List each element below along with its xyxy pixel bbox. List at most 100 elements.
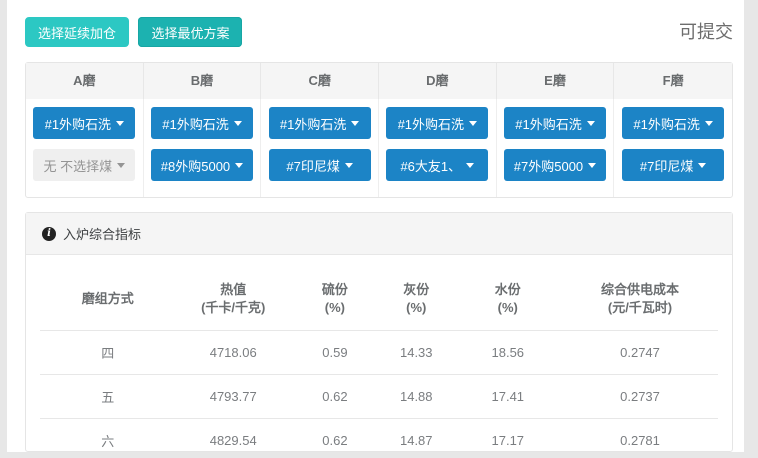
chevron-down-icon [233, 120, 242, 126]
chevron-down-icon [466, 162, 475, 168]
dropdown-label: #8外购5000 [160, 158, 231, 174]
mill-coal-dropdown[interactable]: #8外购5000 [150, 149, 253, 181]
header-main-text: 灰份 [403, 282, 430, 297]
cell-value: 14.88 [399, 389, 433, 405]
mill-column-C磨: #1外购石洗 #7印尼煤 [261, 99, 379, 197]
chevron-down-icon [704, 120, 713, 126]
cell-value: 14.33 [399, 345, 433, 361]
dropdown-label: #1外购石洗 [279, 116, 347, 132]
mill-coal-dropdown[interactable]: #1外购石洗 [150, 107, 253, 139]
mill-coal-dropdown[interactable]: #1外购石洗 [33, 107, 136, 139]
mill-coal-dropdown[interactable]: 无 不选择煤 [33, 149, 136, 181]
table-row: 四 4718.06 0.59 14.33 18.56 0.2747 [40, 330, 718, 375]
header-main-text: 磨组方式 [81, 290, 134, 306]
dropdown-label: #1外购石洗 [44, 116, 112, 132]
chevron-down-icon [117, 162, 126, 168]
chevron-down-icon [351, 120, 360, 126]
table-header-cell: 热值 (千卡/千克) [176, 255, 291, 331]
cell-value: 0.62 [322, 389, 348, 405]
header-main-text: 综合供电成本 [601, 282, 680, 297]
mill-column-E磨: #1外购石洗 #7外购5000 [497, 99, 615, 197]
select-continue-button[interactable]: 选择延续加仓 [25, 17, 130, 47]
mill-column-header-C磨: C磨 [261, 63, 379, 99]
mill-column-header-B磨: B磨 [144, 63, 262, 99]
table-header-cell: 灰份 (%) [379, 255, 454, 331]
submit-status-text: 可提交 [679, 22, 733, 42]
cell-value: 17.17 [491, 433, 525, 449]
table-header-cell: 水份 (%) [454, 255, 562, 331]
cell-value: 0.2781 [620, 433, 660, 449]
indicators-panel-heading: i 入炉综合指标 [26, 213, 732, 255]
header-unit-text: (元/千瓦时) [607, 299, 673, 315]
info-icon: i [42, 226, 56, 241]
cell-value: 0.59 [322, 345, 348, 361]
table-header-row: 磨组方式 热值 (千卡/千克) 硫份 (%) 灰份 (%) 水份 (%) 综合供电成本 (元/千瓦时… [40, 255, 718, 331]
mill-coal-dropdown[interactable]: #7外购5000 [503, 149, 606, 181]
mill-coal-dropdown[interactable]: #1外购石洗 [386, 107, 489, 139]
table-row: 六 4829.54 0.62 14.87 17.17 0.2781 [40, 418, 718, 458]
content-area: 选择延续加仓 选择最优方案 可提交 A磨 B磨 C磨 D磨 E磨 F磨 #1外购石洗无 不… [7, 0, 744, 452]
dropdown-label: #1外购石洗 [515, 116, 582, 132]
mill-column-B磨: #1外购石洗 #8外购5000 [144, 99, 262, 197]
cell-value: 14.87 [399, 433, 433, 449]
header-main-text: 水份 [494, 282, 521, 297]
mill-coal-dropdown[interactable]: #6大友1、 [386, 149, 489, 181]
mill-coal-dropdown[interactable]: #1外购石洗 [268, 107, 371, 139]
select-optimal-button[interactable]: 选择最优方案 [138, 17, 243, 47]
mill-coal-dropdown[interactable]: #7印尼煤 [622, 149, 725, 181]
cell-value: 0.62 [322, 433, 348, 449]
mill-selection-panel: A磨 B磨 C磨 D磨 E磨 F磨 #1外购石洗无 不选择煤 #1外购石洗 #8外购5000 #… [25, 62, 733, 198]
mill-column-header-E磨: E磨 [497, 63, 615, 99]
chevron-down-icon [586, 120, 595, 126]
mill-column-header-A磨: A磨 [26, 63, 144, 99]
header-unit-text: (千卡/千克) [201, 299, 266, 315]
mill-header-row: A磨 B磨 C磨 D磨 E磨 F磨 [26, 63, 732, 99]
cell-value: 0.2747 [620, 345, 660, 361]
header-unit-text: (%) [497, 299, 518, 315]
cell-value: 0.2737 [620, 389, 660, 405]
chevron-down-icon [116, 120, 125, 126]
mill-coal-dropdown[interactable]: #1外购石洗 [503, 107, 606, 139]
indicators-panel: i 入炉综合指标 磨组方式 热值 (千卡/千克) 硫份 (%) 灰份 (%) 水份 (%) 综合供… [25, 212, 733, 452]
chevron-down-icon [698, 162, 707, 168]
mill-coal-dropdown[interactable]: #1外购石洗 [622, 107, 725, 139]
cell-value: 4829.54 [209, 433, 257, 449]
header-unit-text: (%) [406, 299, 427, 315]
toolbar: 选择延续加仓 选择最优方案 可提交 [7, 0, 744, 47]
table-row: 五 4793.77 0.62 14.88 17.41 0.2737 [40, 374, 718, 419]
dropdown-label: #6大友1、 [400, 158, 462, 174]
row-label: 五 [101, 390, 115, 406]
header-main-text: 热值 [220, 282, 247, 297]
mill-column-D磨: #1外购石洗 #6大友1、 [379, 99, 497, 197]
mill-coal-dropdown[interactable]: #7印尼煤 [268, 149, 371, 181]
indicators-panel-title: 入炉综合指标 [63, 227, 142, 242]
dropdown-label: #1外购石洗 [162, 116, 229, 132]
chevron-down-icon [344, 162, 353, 168]
dropdown-label: 无 不选择煤 [43, 158, 113, 174]
table-header-cell: 硫份 (%) [291, 255, 379, 331]
mill-column-A磨: #1外购石洗无 不选择煤 [26, 99, 144, 197]
table-header-cell: 综合供电成本 (元/千瓦时) [562, 255, 718, 331]
header-main-text: 硫份 [321, 282, 348, 297]
mill-column-header-D磨: D磨 [379, 63, 497, 99]
dropdown-label: #1外购石洗 [397, 116, 465, 132]
mill-column-header-F磨: F磨 [662, 73, 684, 88]
cell-value: 18.56 [491, 345, 525, 361]
cell-value: 4793.77 [209, 389, 257, 405]
header-unit-text: (%) [324, 299, 346, 315]
dropdown-label: #1外购石洗 [633, 116, 700, 132]
mill-column-F磨: #1外购石洗 #7印尼煤 [614, 99, 732, 197]
chevron-down-icon [235, 162, 244, 168]
dropdown-label: #7外购5000 [513, 158, 584, 174]
cell-value: 4718.06 [209, 345, 257, 361]
dropdown-label: #7印尼煤 [639, 158, 694, 174]
mill-body-row: #1外购石洗无 不选择煤 #1外购石洗 #8外购5000 #1外购石洗 #7印尼煤 #1外… [26, 99, 732, 197]
indicators-table: 磨组方式 热值 (千卡/千克) 硫份 (%) 灰份 (%) 水份 (%) 综合供电成本 (元/千瓦时… [40, 255, 718, 458]
dropdown-label: #7印尼煤 [286, 158, 340, 174]
cell-value: 17.41 [491, 389, 525, 405]
row-label: 四 [101, 346, 115, 362]
row-label: 六 [101, 434, 115, 450]
table-header-cell: 磨组方式 [40, 255, 176, 331]
chevron-down-icon [588, 162, 597, 168]
